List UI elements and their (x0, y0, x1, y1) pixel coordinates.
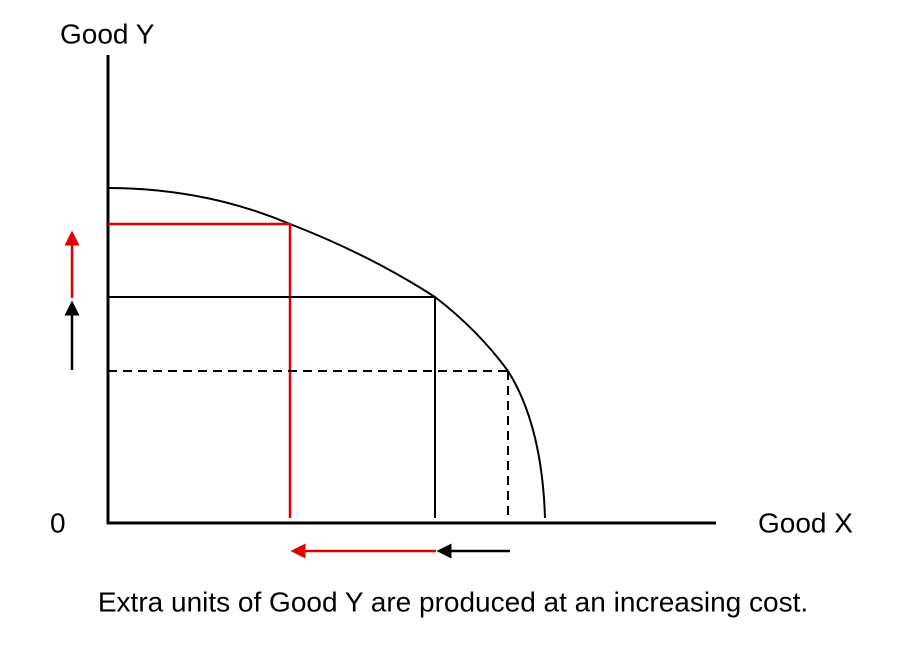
ppf-curve (107, 187, 546, 519)
x-axis-label: Good X (758, 507, 853, 538)
y-axis-label: Good Y (60, 18, 155, 49)
caption: Extra units of Good Y are produced at an… (98, 586, 808, 617)
origin-label: 0 (50, 507, 66, 538)
